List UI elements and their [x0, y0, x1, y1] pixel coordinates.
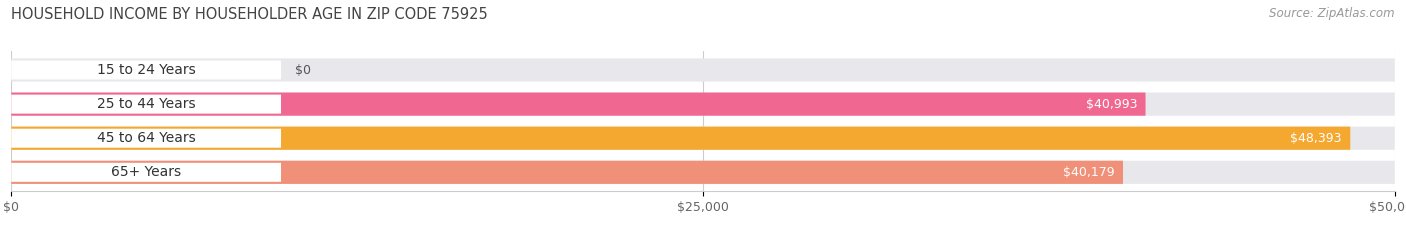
Text: 65+ Years: 65+ Years [111, 165, 181, 179]
Text: $48,393: $48,393 [1291, 132, 1341, 145]
Text: HOUSEHOLD INCOME BY HOUSEHOLDER AGE IN ZIP CODE 75925: HOUSEHOLD INCOME BY HOUSEHOLDER AGE IN Z… [11, 7, 488, 22]
Text: Source: ZipAtlas.com: Source: ZipAtlas.com [1270, 7, 1395, 20]
Text: $0: $0 [295, 64, 311, 76]
FancyBboxPatch shape [11, 93, 1395, 116]
Text: 45 to 64 Years: 45 to 64 Years [97, 131, 195, 145]
FancyBboxPatch shape [11, 129, 281, 148]
FancyBboxPatch shape [11, 163, 281, 182]
Text: $40,179: $40,179 [1063, 166, 1115, 179]
Text: 25 to 44 Years: 25 to 44 Years [97, 97, 195, 111]
FancyBboxPatch shape [11, 161, 1123, 184]
Text: 15 to 24 Years: 15 to 24 Years [97, 63, 195, 77]
Text: $40,993: $40,993 [1085, 98, 1137, 111]
FancyBboxPatch shape [11, 127, 1350, 150]
FancyBboxPatch shape [11, 161, 1395, 184]
FancyBboxPatch shape [11, 95, 281, 114]
FancyBboxPatch shape [11, 127, 1395, 150]
FancyBboxPatch shape [11, 61, 281, 79]
FancyBboxPatch shape [11, 58, 1395, 82]
FancyBboxPatch shape [11, 93, 1146, 116]
